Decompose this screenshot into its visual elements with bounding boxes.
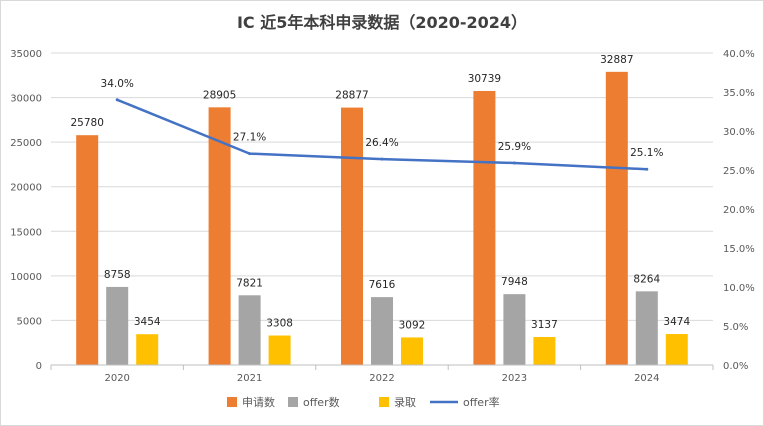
bars (76, 71, 688, 366)
offer-rate-point (645, 167, 649, 171)
y-right-tick-label: 35.0% (723, 88, 755, 99)
legend-swatch (288, 397, 298, 407)
bar-data-label: 3092 (399, 319, 426, 331)
bar (371, 297, 393, 365)
x-tick-label: 2023 (502, 373, 527, 384)
line-data-label: 26.4% (365, 137, 398, 149)
bar-data-label: 25780 (70, 117, 103, 129)
bar-data-label: 28877 (335, 90, 368, 102)
offer-rate-line (115, 98, 649, 171)
bar-data-label: 32887 (600, 54, 633, 66)
legend-label: offer率 (463, 395, 500, 409)
y-left-tick-label: 0 (36, 361, 42, 372)
bar (473, 90, 496, 366)
bar-data-label: 3137 (531, 319, 558, 331)
y-right-tick-label: 40.0% (723, 49, 755, 60)
offer-rate-point (380, 157, 384, 161)
y-left-tick-label: 35000 (10, 49, 42, 60)
legend-swatch (379, 397, 389, 407)
bar (533, 337, 556, 365)
line-data-label: 25.1% (630, 147, 663, 159)
x-tick-label: 2022 (369, 373, 394, 384)
line-data-label: 27.1% (233, 132, 266, 144)
line-data-label: 34.0% (101, 78, 134, 90)
y-left-tick-label: 5000 (17, 316, 42, 327)
legend-label: 申请数 (242, 396, 275, 409)
offer-rate-point (512, 161, 516, 165)
bar (76, 135, 99, 365)
bar-data-label: 3308 (266, 318, 293, 330)
bar (503, 294, 526, 365)
legend-swatch (227, 397, 237, 407)
bar (635, 291, 658, 365)
bar (341, 107, 363, 366)
x-tick-label: 2021 (237, 373, 262, 384)
y-right-tick-label: 0.0% (723, 361, 748, 372)
line-data-label: 25.9% (498, 141, 531, 153)
legend-label: 录取 (394, 396, 416, 409)
y-left-tick-label: 10000 (10, 272, 42, 283)
bar (401, 337, 423, 365)
bar-data-label: 8264 (633, 273, 660, 285)
y-right-tick-label: 10.0% (723, 283, 755, 294)
legend-label: offer数 (303, 396, 340, 409)
bar (238, 295, 261, 365)
y-left-tick-label: 20000 (10, 183, 42, 194)
gridlines (51, 52, 713, 321)
offer-rate-point (248, 152, 252, 156)
bar-data-label: 7616 (369, 279, 396, 291)
x-tick-label: 2024 (634, 373, 659, 384)
y-left-tick-label: 15000 (10, 227, 42, 238)
y-right-tick-label: 20.0% (723, 205, 755, 216)
bar (136, 334, 159, 365)
bar-data-label: 28905 (203, 89, 236, 101)
bar-data-label: 8758 (104, 269, 131, 281)
y-left-tick-label: 25000 (10, 138, 42, 149)
y-right-tick-label: 30.0% (723, 127, 755, 138)
bar (268, 335, 291, 365)
bar (665, 334, 688, 365)
y-left-tick-label: 30000 (10, 94, 42, 105)
y-right-tick-label: 25.0% (723, 166, 755, 177)
chart-title: IC 近5年本科申录数据（2020-2024） (237, 13, 527, 32)
x-tick-label: 2020 (104, 373, 129, 384)
y-right-tick-label: 15.0% (723, 244, 755, 255)
bar-data-label: 3454 (134, 316, 161, 328)
bar-data-label: 30739 (468, 73, 501, 85)
bar (208, 107, 231, 365)
bar-data-label: 7821 (236, 277, 263, 289)
bar-data-label: 7948 (501, 276, 528, 288)
legend: 申请数 offer数 录取 offer率 (227, 395, 500, 409)
bar-data-label: 3474 (663, 316, 690, 328)
offer-rate-point (115, 98, 119, 102)
y-right-tick-label: 5.0% (723, 322, 748, 333)
bar (106, 286, 129, 365)
data-labels: 25780 28905 28877 30739 32887 8758 7821 7616 794… (70, 54, 690, 332)
axes: 0 5000 10000 15000 20000 25000 30000 35000 0.0% 5… (10, 49, 755, 384)
bar (605, 71, 628, 366)
